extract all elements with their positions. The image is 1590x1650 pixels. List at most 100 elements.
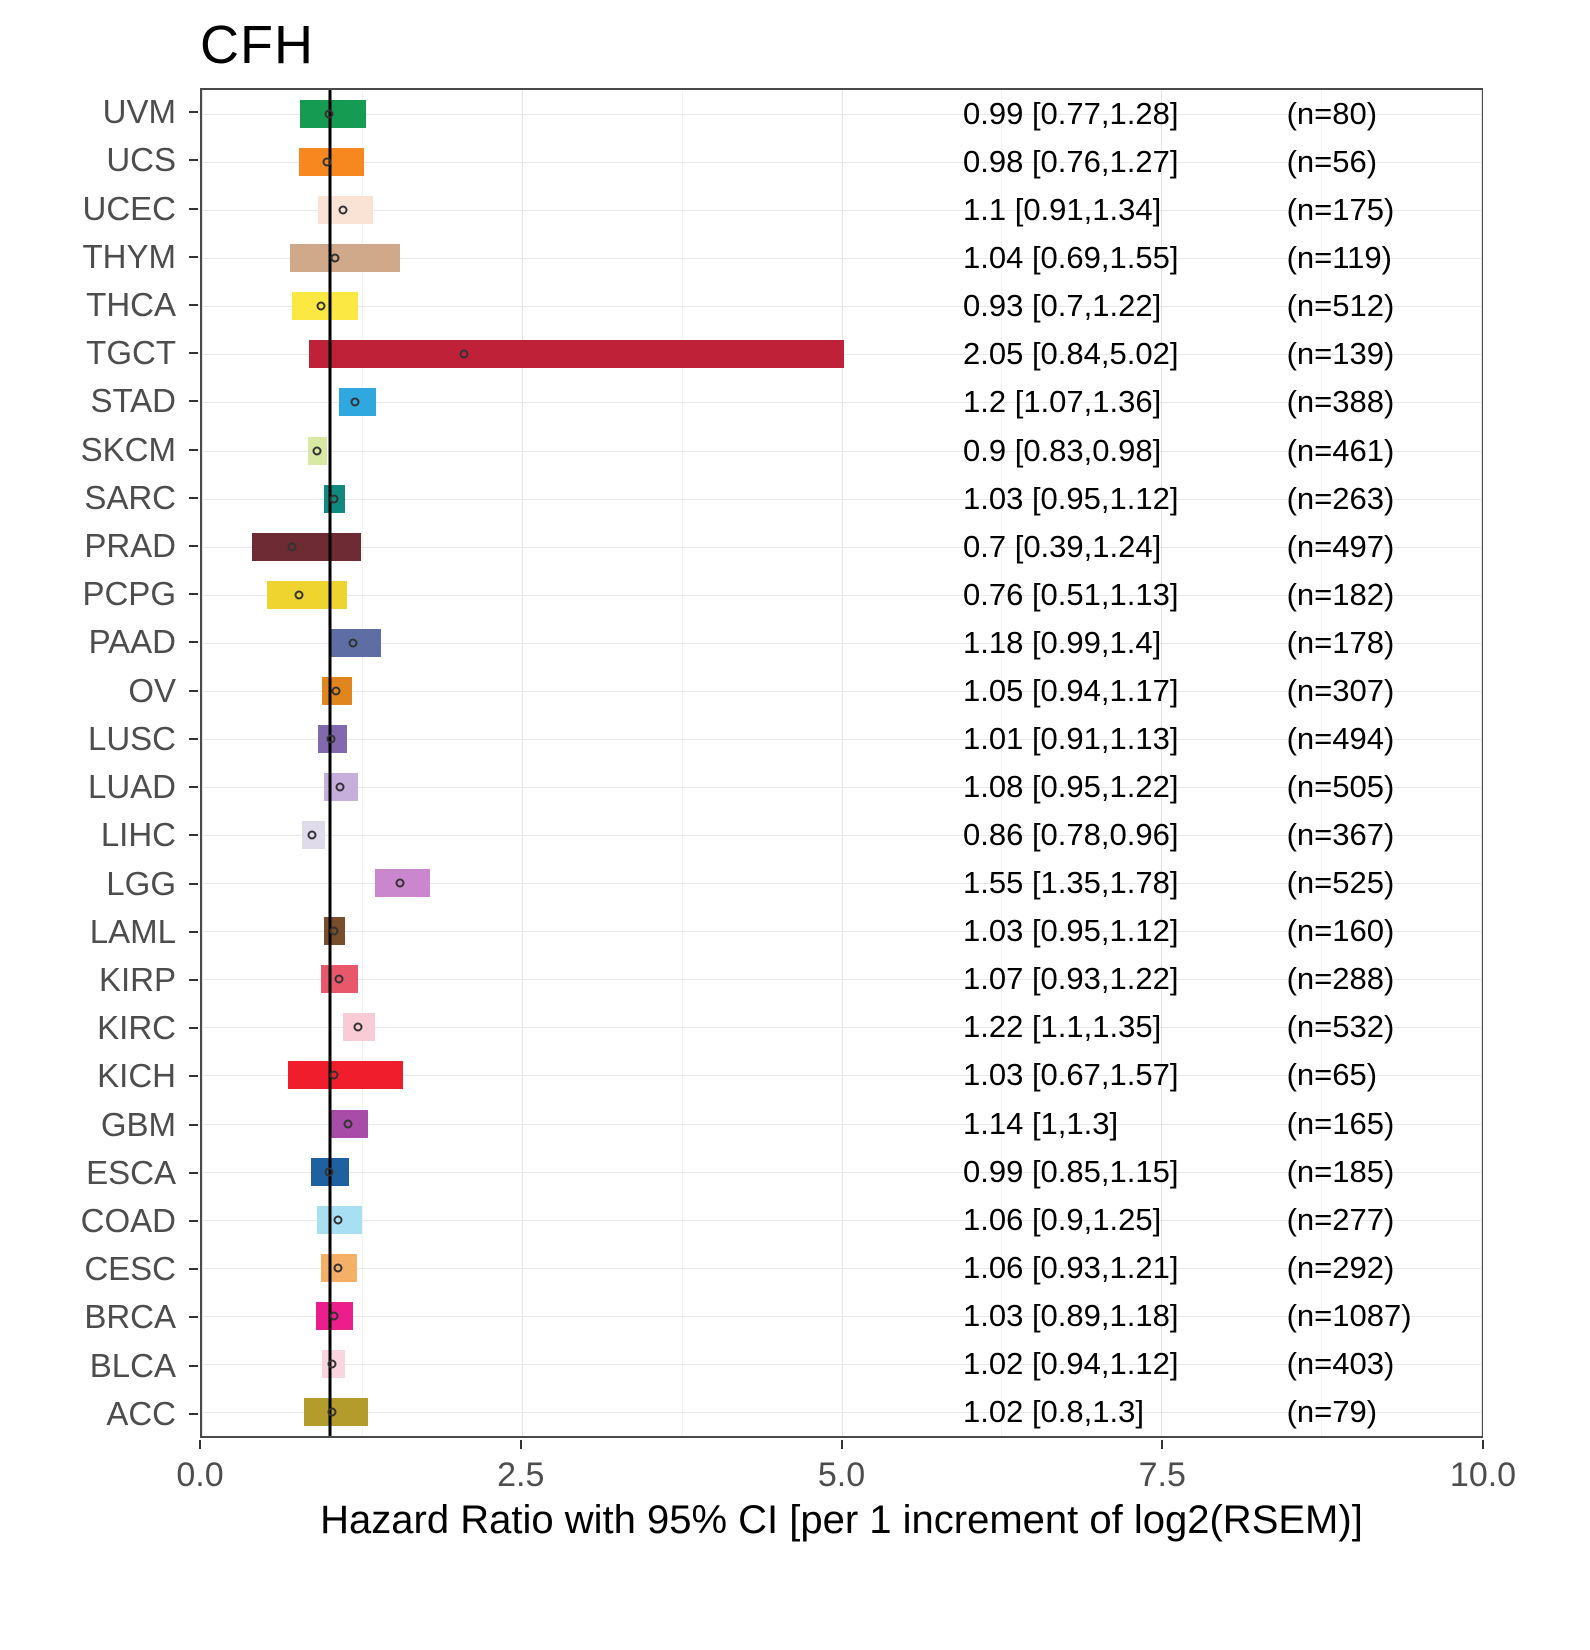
hr-ci-label: 1.04 [0.69,1.55] — [963, 240, 1179, 276]
y-tick — [189, 1220, 198, 1223]
row-gridline — [202, 1171, 1481, 1173]
ci-bar — [290, 244, 401, 273]
hr-ci-label: 1.1 [0.91,1.34] — [963, 192, 1162, 228]
reference-line — [328, 90, 332, 1436]
x-tick-label: 10.0 — [1449, 1456, 1517, 1494]
y-axis-label: CESC — [84, 1250, 176, 1288]
hr-ci-label: 1.08 [0.95,1.22] — [963, 769, 1179, 805]
hr-ci-label: 1.14 [1,1.3] — [963, 1105, 1119, 1141]
y-tick — [189, 1364, 198, 1367]
y-tick — [189, 1412, 198, 1415]
row-gridline — [202, 402, 1481, 404]
n-label: (n=494) — [1286, 720, 1395, 756]
row-gridline — [202, 306, 1481, 308]
hr-ci-label: 1.2 [1.07,1.36] — [963, 384, 1162, 420]
n-label: (n=403) — [1286, 1345, 1395, 1381]
hr-ci-label: 0.99 [0.77,1.28] — [963, 96, 1179, 132]
hr-point — [326, 734, 336, 744]
y-tick — [189, 593, 198, 596]
x-tick — [199, 1440, 201, 1449]
n-label: (n=367) — [1286, 817, 1395, 853]
y-tick — [189, 1123, 198, 1126]
y-axis-label: STAD — [90, 382, 176, 420]
row-gridline — [202, 787, 1481, 789]
hr-point — [338, 205, 348, 215]
row-gridline — [202, 1411, 1481, 1413]
y-axis-label: GBM — [100, 1105, 176, 1143]
y-tick — [189, 1268, 198, 1271]
row-gridline — [202, 1075, 1481, 1077]
n-label: (n=497) — [1286, 528, 1395, 564]
n-label: (n=185) — [1286, 1153, 1395, 1189]
hr-point — [350, 397, 360, 407]
row-gridline — [202, 450, 1481, 452]
n-label: (n=178) — [1286, 624, 1395, 660]
x-tick — [1482, 1440, 1484, 1449]
row-gridline — [202, 979, 1481, 981]
hr-point — [334, 974, 344, 984]
hr-point — [353, 1022, 363, 1032]
hr-point — [343, 1119, 353, 1129]
n-label: (n=79) — [1286, 1393, 1378, 1429]
y-tick — [189, 1075, 198, 1078]
y-axis-label: KICH — [97, 1057, 176, 1095]
row-gridline — [202, 931, 1481, 933]
x-axis-title: Hazard Ratio with 95% CI [per 1 incremen… — [320, 1498, 1363, 1542]
n-label: (n=160) — [1286, 913, 1395, 949]
ci-bar — [251, 532, 361, 561]
y-axis-label: LAML — [89, 912, 176, 950]
n-label: (n=525) — [1286, 865, 1395, 901]
n-label: (n=461) — [1286, 432, 1395, 468]
y-axis-label: THCA — [86, 285, 176, 323]
y-tick — [189, 255, 198, 258]
y-axis-label: UVM — [102, 93, 176, 131]
row-gridline — [202, 546, 1481, 548]
ci-bar — [287, 1061, 403, 1090]
major-gridline — [521, 90, 523, 1436]
row-gridline — [202, 1219, 1481, 1221]
minor-gridline — [1001, 90, 1003, 1436]
ci-bar — [309, 340, 845, 369]
hr-ci-label: 1.03 [0.95,1.12] — [963, 480, 1179, 516]
hr-ci-label: 1.03 [0.95,1.12] — [963, 913, 1179, 949]
hr-point — [329, 494, 339, 504]
row-gridline — [202, 498, 1481, 500]
hr-ci-label: 1.06 [0.9,1.25] — [963, 1201, 1162, 1237]
hr-ci-label: 2.05 [0.84,5.02] — [963, 336, 1179, 372]
x-tick — [840, 1440, 843, 1449]
hr-point — [335, 782, 345, 792]
hr-ci-label: 1.55 [1.35,1.78] — [963, 865, 1179, 901]
hr-ci-label: 0.9 [0.83,0.98] — [963, 432, 1162, 468]
hr-point — [329, 1070, 339, 1080]
hr-ci-label: 0.76 [0.51,1.13] — [963, 576, 1179, 612]
y-tick — [189, 545, 198, 548]
y-tick — [189, 1027, 198, 1030]
y-tick — [189, 930, 198, 933]
hr-point — [331, 686, 341, 696]
y-axis-label: LGG — [106, 864, 176, 902]
y-tick — [189, 737, 198, 740]
x-tick-label: 7.5 — [1138, 1456, 1186, 1494]
y-tick — [189, 786, 198, 789]
y-axis: UVM UCS UCEC THYM THCA TGCT STAD SKCM SARC PRAD PC… — [0, 88, 200, 1438]
y-axis-label: OV — [128, 671, 176, 709]
minor-gridline — [361, 90, 363, 1436]
hr-ci-label: 1.06 [0.93,1.21] — [963, 1249, 1179, 1285]
y-axis-label: COAD — [80, 1202, 176, 1240]
hr-point — [330, 253, 340, 263]
n-label: (n=388) — [1286, 384, 1395, 420]
hr-ci-label: 1.18 [0.99,1.4] — [963, 624, 1162, 660]
n-label: (n=139) — [1286, 336, 1395, 372]
row-gridline — [202, 1363, 1481, 1365]
n-label: (n=292) — [1286, 1249, 1395, 1285]
n-label: (n=165) — [1286, 1105, 1395, 1141]
n-label: (n=288) — [1286, 961, 1395, 997]
y-axis-label: BLCA — [89, 1346, 176, 1384]
hr-point — [324, 109, 334, 119]
hr-point — [316, 301, 326, 311]
hr-point — [333, 1263, 343, 1273]
y-axis-label: PCPG — [82, 575, 176, 613]
n-label: (n=277) — [1286, 1201, 1395, 1237]
hr-ci-label: 0.99 [0.85,1.15] — [963, 1153, 1179, 1189]
x-tick-label: 0.0 — [176, 1456, 224, 1494]
